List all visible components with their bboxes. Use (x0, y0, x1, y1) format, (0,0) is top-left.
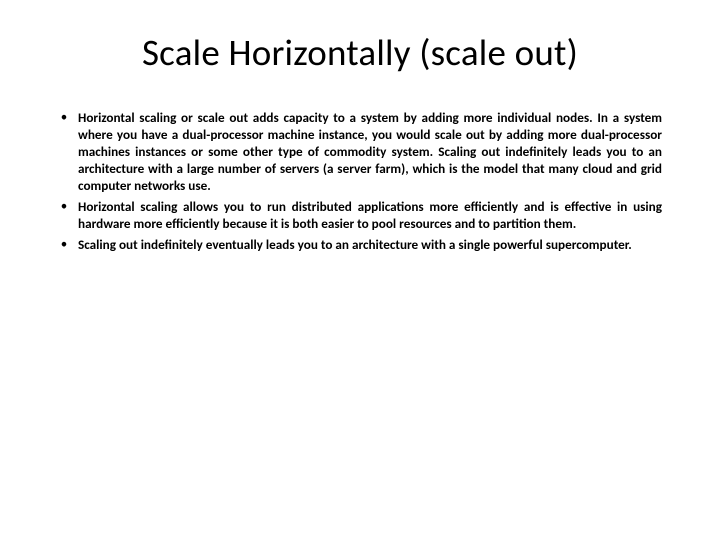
slide-title: Scale Horizontally (scale out) (48, 30, 672, 75)
bullet-text: Horizontal scaling allows you to run dis… (78, 198, 662, 232)
list-item: • Horizontal scaling or scale out adds c… (50, 109, 662, 194)
bullet-icon: • (50, 198, 78, 216)
slide: Scale Horizontally (scale out) • Horizon… (0, 0, 720, 540)
bullet-icon: • (50, 109, 78, 127)
bullet-text: Horizontal scaling or scale out adds cap… (78, 109, 662, 194)
list-item: • Scaling out indefinitely eventually le… (50, 236, 662, 254)
bullet-list: • Horizontal scaling or scale out adds c… (48, 109, 672, 254)
list-item: • Horizontal scaling allows you to run d… (50, 198, 662, 232)
bullet-text: Scaling out indefinitely eventually lead… (78, 236, 662, 253)
bullet-icon: • (50, 236, 78, 254)
